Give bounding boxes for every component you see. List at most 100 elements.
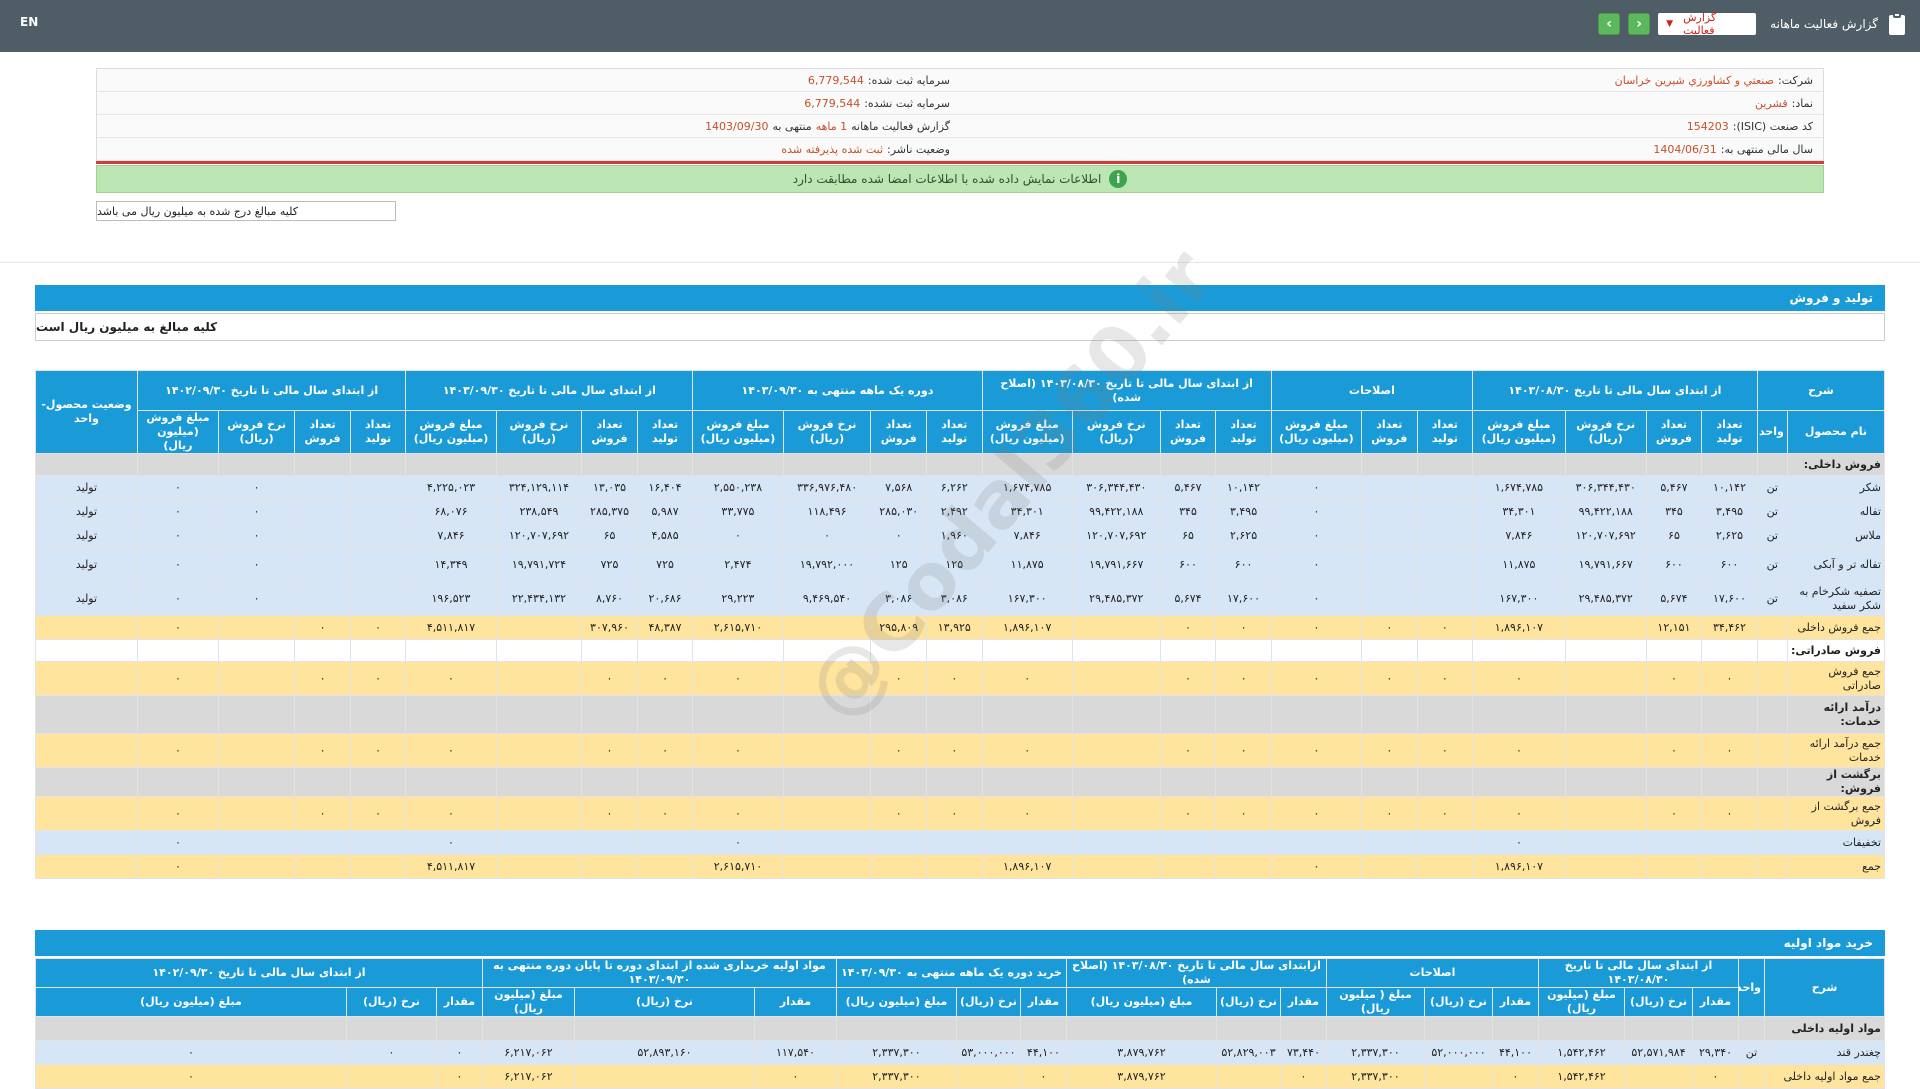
product-name: جمع فروش داخلی: [1786, 615, 1886, 640]
table-cell: ۱۱۸,۴۹۶: [782, 499, 872, 524]
table-cell: [294, 854, 351, 879]
table-cell: [294, 695, 351, 734]
table-cell: [294, 830, 351, 855]
table-cell: ۰: [1361, 661, 1418, 696]
table-cell: [581, 639, 638, 662]
table-cell: ۰: [345, 1040, 437, 1065]
table-cell: ۱۰,۱۴۲: [1215, 475, 1272, 500]
table-cell: ۲,۶۱۵,۷۱۰: [692, 615, 784, 640]
table-cell: ۰: [405, 830, 497, 855]
table-cell: ۲۹,۴۸۵,۳۷۲: [1071, 581, 1161, 616]
sub-header: تعداد تولید: [349, 410, 407, 454]
sub-header: مبلغ (میلیون ریال): [481, 987, 575, 1017]
table-cell: [1564, 661, 1647, 696]
table-cell: [581, 830, 638, 855]
sub-header-row: نام محصول واحد تعداد تولید تعداد فروش نرخ فر…: [36, 410, 1886, 454]
table-cell: [495, 639, 583, 662]
info-cell: سرمایه ثبت نشده: 6,779,544: [97, 92, 960, 114]
table-cell: [870, 854, 928, 879]
sub-header: تعداد تولید: [1701, 410, 1758, 454]
table-cell: [1215, 767, 1272, 797]
table-cell: [782, 695, 872, 734]
table-cell: ۷۲۵: [581, 547, 638, 582]
info-label: سرمایه ثبت نشده:: [864, 96, 950, 110]
info-cell: سرمایه ثبت شده: 6,779,544: [97, 69, 960, 91]
info-value: 6,779,544: [807, 73, 864, 87]
sub-header: تعداد فروش: [294, 410, 351, 454]
table-cell: ۰: [294, 615, 351, 640]
table-cell: [581, 695, 638, 734]
language-toggle[interactable]: EN: [20, 15, 39, 29]
next-report-button[interactable]: ›: [1628, 13, 1651, 35]
table-cell: [1564, 639, 1647, 662]
table-cell: ۰: [294, 796, 351, 831]
table-cell: ۱۶,۴۰۴: [636, 475, 694, 500]
table-cell: [1215, 830, 1272, 855]
table-cell: ۰: [1270, 547, 1363, 582]
table-cell: [926, 695, 983, 734]
table-cell: ۰: [1279, 1064, 1327, 1089]
table-cell: ۰: [1215, 615, 1272, 640]
table-cell: ۲,۳۳۷,۳۰۰: [1325, 1040, 1425, 1065]
table-cell: ۳۰۷,۹۶۰: [581, 615, 638, 640]
sub-header: تعداد تولید: [926, 410, 983, 454]
table-cell: ۰: [136, 854, 219, 879]
group-header: از ابتدای سال مالی تا تاریخ ۱۴۰۳/۰۹/۳۰: [405, 370, 694, 411]
table-cell: [581, 453, 638, 476]
group-header: از ابتدای سال مالی تا تاریخ ۱۴۰۳/۰۸/۳۰: [1537, 958, 1740, 988]
table-cell: ۰: [136, 523, 219, 548]
table-cell: ۰: [581, 796, 638, 831]
table-cell: [1491, 1016, 1539, 1041]
table-cell: [1071, 796, 1161, 831]
table-cell: [1416, 639, 1474, 662]
table-cell: [1361, 639, 1418, 662]
table-cell: ۱۶۷,۳۰۰: [1472, 581, 1566, 616]
page-title: گزارش فعالیت ماهانه: [1770, 17, 1878, 31]
table-cell: ۰: [870, 661, 928, 696]
table-cell: [217, 767, 296, 797]
table-row: تفاله تن ۳,۴۹۵ ۳۴۵ ۹۹,۴۲۲,۱۸۸ ۳۴,۳۰۱ ۰ ۳,۴۹۵ ۳۴۵…: [35, 499, 1886, 524]
table-cell: [1361, 499, 1418, 524]
table-cell: ۰: [136, 615, 219, 640]
table-cell: [782, 767, 872, 797]
table-cell: ۰: [926, 661, 983, 696]
table-cell: ۰: [1361, 733, 1418, 768]
table-row: شکر تن ۱۰,۱۴۲ ۵,۴۶۷ ۳۰۶,۳۴۴,۴۳۰ ۱,۶۷۴,۷۸۵ ۰ ۱۰,…: [35, 475, 1886, 500]
table-cell: [1416, 475, 1474, 500]
table-cell: ۰: [1472, 733, 1566, 768]
table-cell: ۲۳۸,۵۴۹: [495, 499, 583, 524]
group-header: از ابتدای سال مالی تا تاریخ ۱۴۰۲/۰۹/۳۰: [35, 958, 483, 988]
table-cell: ۶,۲۱۷,۰۶۲: [481, 1040, 575, 1065]
table-cell: ۰: [294, 733, 351, 768]
report-type-dropdown[interactable]: گزارش فعالیت ▼: [1658, 11, 1757, 37]
table-cell: [1756, 661, 1788, 696]
table-cell: [1361, 854, 1418, 879]
group-header: شرح: [1756, 370, 1886, 411]
table-cell: [981, 767, 1073, 797]
table-cell: ۵,۴۶۷: [1645, 475, 1703, 500]
table-cell: ۰: [136, 733, 219, 768]
table-cell: [692, 695, 784, 734]
table-cell: ۰: [1701, 796, 1758, 831]
group-header: از ابتدای سال مالی تا تاریخ ۱۴۰۲/۰۹/۳۰: [136, 370, 407, 411]
table-cell: ۰: [636, 796, 694, 831]
table-cell: ۱۲۵: [870, 547, 928, 582]
product-name: تصفیه شکرخام به شکر سفید: [1786, 581, 1886, 616]
table-cell: [1361, 453, 1418, 476]
table-cell: ۱,۶۷۴,۷۸۵: [1472, 475, 1566, 500]
table-cell: [1361, 523, 1418, 548]
table-cell: ۰: [1416, 796, 1474, 831]
sub-header: مقدار: [1692, 987, 1739, 1017]
table-cell: ۰: [405, 733, 497, 768]
product-name: جمع: [1786, 854, 1886, 879]
table-cell: [981, 695, 1073, 734]
table-cell: [1416, 695, 1474, 734]
prev-report-button[interactable]: ‹: [1598, 13, 1621, 35]
sub-header: نرخ (ریال): [1423, 987, 1493, 1017]
table-cell: [217, 661, 296, 696]
table-cell: ۵,۹۸۷: [636, 499, 694, 524]
table-row: ملاس تن ۲,۶۲۵ ۶۵ ۱۲۰,۷۰۷,۶۹۲ ۷,۸۴۶ ۰ ۲,۶۲۵ ۶۵ ۱۲۰…: [35, 523, 1886, 548]
table-cell: [1019, 1016, 1067, 1041]
table-cell: ۷۳,۴۴۰: [1279, 1040, 1327, 1065]
table-cell: [1159, 639, 1217, 662]
